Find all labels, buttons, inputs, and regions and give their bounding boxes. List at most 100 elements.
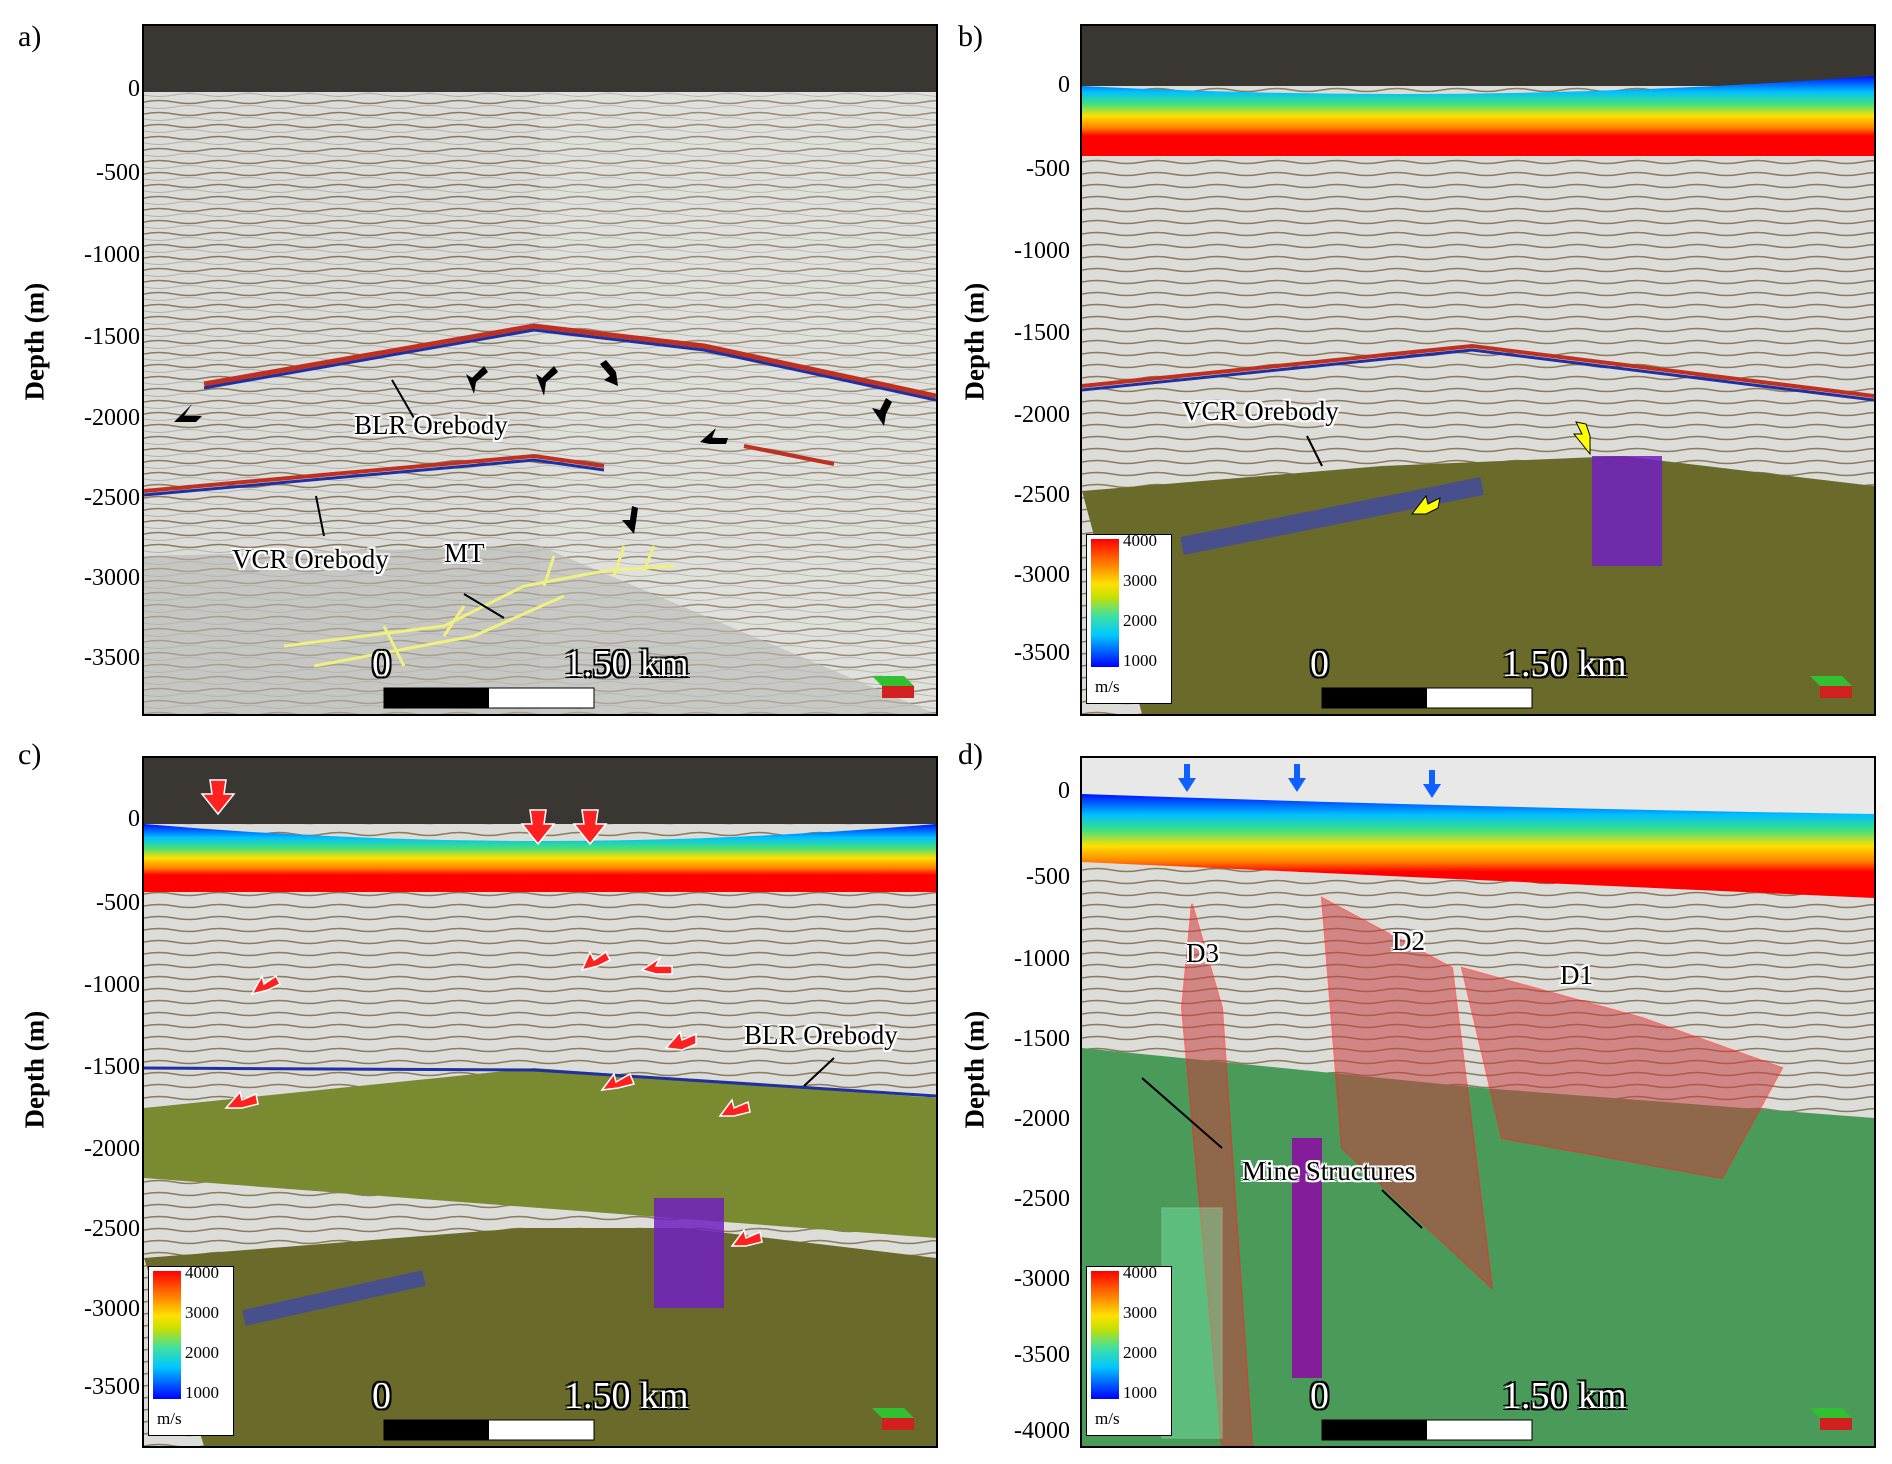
orientation-cube [1810,676,1852,698]
arrows [1178,764,1441,798]
colorbar-gradient [153,1271,181,1399]
colorbar-tick: 4000 [185,1263,219,1282]
tick-label: -1500 [84,1054,140,1080]
colorbar-tick: 1000 [1123,651,1157,670]
colorbar-tick: 1000 [1123,1383,1157,1402]
scale-bar [1321,1419,1533,1441]
colorbar-tick: 2000 [185,1343,219,1362]
tick-label: -3500 [84,1374,140,1400]
tick-label: -2000 [84,1136,140,1162]
leader-lines [1141,1077,1423,1229]
colorbar-tick: 3000 [1123,1303,1157,1322]
tick-label: -2000 [1014,402,1070,428]
scale-bar [383,687,595,709]
mine-tunnels [283,545,675,668]
tick-label: -1000 [1014,946,1070,972]
scale-bar [1321,687,1533,709]
fault-planes [1180,896,1784,1446]
arrows [1410,421,1591,515]
tick-label: -3000 [84,565,140,591]
blr-orebody-label: BLR Orebody [744,1020,898,1050]
tick-label: -500 [1026,156,1070,182]
fault-d1-label: D1 [1560,960,1593,990]
velocity-colorbar: 4000 3000 2000 1000 m/s [148,1263,234,1436]
orientation-cube [872,676,914,698]
colorbar-tick: 4000 [1123,1263,1157,1282]
orientation-cube [1810,1408,1852,1430]
tick-label: -1500 [84,324,140,350]
tick-label: -2500 [1014,482,1070,508]
colorbar-gradient [1091,539,1119,667]
tick-label: -2500 [1014,1186,1070,1212]
leader-lines [315,379,505,619]
panel-label: d) [958,738,983,771]
seismic-volume-view: BLR Orebody VCR Orebody MT 0 1.50 km [142,24,938,716]
scale-start: 0 [372,1375,391,1417]
fault-d3-label: D3 [1186,938,1219,968]
tick-label: -2000 [1014,1106,1070,1132]
tick-label: -3500 [1014,1342,1070,1368]
tick-label: -500 [96,160,140,186]
colorbar-tick: 2000 [1123,611,1157,630]
velocity-colorbar: 4000 3000 2000 1000 m/s [1086,1263,1172,1436]
tick-label: -1500 [1014,320,1070,346]
scale-end: 1.50 km [564,1375,689,1417]
colorbar-unit: m/s [157,1409,182,1428]
tick-label: -3000 [84,1296,140,1322]
fault-d2-label: D2 [1392,926,1425,956]
velocity-model-view: BLR Orebody 0 1.50 km 4000 3000 2000 100… [142,756,938,1448]
tick-label: -2500 [84,1216,140,1242]
colorbar-tick: 3000 [1123,571,1157,590]
panel-label: c) [18,738,42,771]
panel-label: b) [958,20,983,53]
tick-label: 0 [128,806,140,832]
tick-label: 0 [1058,72,1070,98]
y-axis-label: Depth (m) [19,1010,50,1129]
tick-label: -3000 [1014,562,1070,588]
blr-orebody-label: BLR Orebody [354,410,508,440]
vcr-orebody-label: VCR Orebody [232,544,389,574]
arrows [200,779,763,1247]
tick-label: -1000 [1014,238,1070,264]
vcr-orebody-label: VCR Orebody [1182,396,1339,426]
tick-label: -3500 [1014,640,1070,666]
colorbar-tick: 3000 [185,1303,219,1322]
tick-label: -1500 [1014,1026,1070,1052]
tick-label: 0 [1058,778,1070,804]
velocity-model-view: VCR Orebody 0 1.50 km 4000 3000 2000 100… [1080,24,1876,716]
velocity-render [1082,26,1874,714]
tick-label: -1000 [84,242,140,268]
panel-label: a) [18,20,42,53]
tick-label: -4000 [1014,1418,1070,1444]
colorbar-tick: 4000 [1123,531,1157,550]
scale-bar [383,1419,595,1441]
tick-label: 0 [128,76,140,102]
scale-end: 1.50 km [1502,1375,1627,1417]
seismic-render [144,26,936,714]
fault-model-view: D3 D2 D1 Mine Structures 0 1.50 km 4000 … [1080,756,1876,1448]
tick-label: -2000 [84,405,140,431]
velocity-colorbar: 4000 3000 2000 1000 m/s [1086,531,1172,704]
orientation-cube [872,1408,914,1430]
tick-label: -3000 [1014,1266,1070,1292]
velocity-render [144,758,936,1446]
mt-label: MT [444,538,485,568]
fault-render [1082,758,1874,1446]
y-axis-label: Depth (m) [19,282,50,401]
tick-label: -500 [1026,864,1070,890]
scale-start: 0 [1310,1375,1329,1417]
colorbar-unit: m/s [1095,677,1120,696]
tick-label: -1000 [84,972,140,998]
scale-start: 0 [372,643,391,685]
arrows [174,360,892,534]
colorbar-tick: 1000 [185,1383,219,1402]
mine-structures-label: Mine Structures [1242,1156,1416,1186]
tick-label: -500 [96,890,140,916]
tick-label: -2500 [84,485,140,511]
tick-label: -3500 [84,645,140,671]
colorbar-tick: 2000 [1123,1343,1157,1362]
scale-start: 0 [1310,643,1329,685]
colorbar-unit: m/s [1095,1409,1120,1428]
scale-end: 1.50 km [1502,643,1627,685]
colorbar-gradient [1091,1271,1119,1399]
